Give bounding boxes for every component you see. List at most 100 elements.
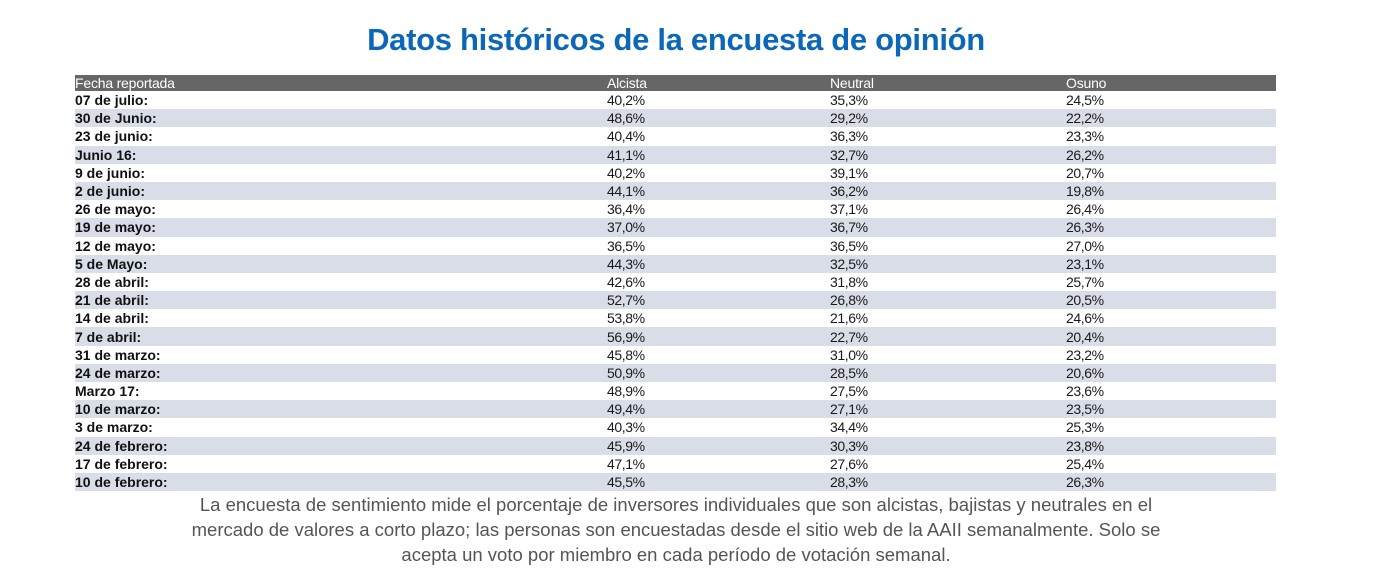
cell-date: 10 de marzo: [75, 400, 607, 419]
cell-date: Marzo 17: [75, 383, 140, 400]
page-title: Datos históricos de la encuesta de opini… [367, 22, 985, 57]
cell-alcista: 36,5% [607, 237, 645, 254]
cell-neutral: 28,3% [830, 472, 1066, 492]
cell-osuno: 23,6% [1066, 383, 1104, 400]
cell-alcista: 40,3% [607, 419, 645, 436]
cell-neutral: 35,3% [830, 92, 868, 109]
cell-osuno: 27,0% [1066, 237, 1104, 254]
cell-alcista: 45,5% [607, 472, 830, 492]
cell-osuno: 24,5% [1066, 92, 1104, 109]
description-line: mercado de valores a corto plazo; las pe… [191, 519, 1161, 540]
description-line: La encuesta de sentimiento mide el porce… [199, 494, 1153, 515]
sentiment-history-table: Fecha reportada Alcista Neutral Osuno 07… [75, 75, 1276, 492]
cell-osuno: 23,5% [1066, 400, 1276, 419]
cell-date: 7 de abril: [75, 327, 607, 346]
cell-alcista: 47,1% [607, 455, 645, 472]
cell-osuno: 22,2% [1066, 109, 1276, 128]
cell-neutral: 21,6% [830, 310, 868, 327]
cell-alcista: 44,3% [607, 254, 830, 273]
cell-osuno: 26,3% [1066, 472, 1276, 492]
cell-alcista: 50,9% [607, 363, 830, 382]
cell-date: 24 de febrero: [75, 436, 607, 455]
cell-neutral: 28,5% [830, 363, 1066, 382]
cell-osuno: 26,3% [1066, 218, 1276, 237]
cell-alcista: 45,8% [607, 346, 645, 363]
table-row: 31 de marzo: 45,8% 31,0% 23,2% [75, 346, 1276, 364]
cell-osuno: 25,4% [1066, 455, 1104, 472]
cell-date: 28 de abril: [75, 273, 149, 290]
table-row: 3 de marzo: 40,3% 34,4% 25,3% [75, 418, 1276, 436]
cell-osuno: 23,3% [1066, 128, 1104, 145]
cell-neutral: 27,5% [830, 383, 868, 400]
cell-date: 17 de febrero: [75, 455, 168, 472]
cell-neutral: 22,7% [830, 327, 1066, 346]
cell-alcista: 45,9% [607, 436, 830, 455]
table-row: 21 de abril: 52,7% 26,8% 20,5% [75, 291, 1276, 310]
table-row: 12 de mayo: 36,5% 36,5% 27,0% [75, 237, 1276, 255]
cell-alcista: 48,6% [607, 109, 830, 128]
cell-osuno: 26,4% [1066, 201, 1104, 218]
table-body: 07 de julio: 40,2% 35,3% 24,5% 30 de Junio: 4… [75, 91, 1276, 492]
table-row: 7 de abril: 56,9% 22,7% 20,4% [75, 327, 1276, 346]
table-row: 17 de febrero: 47,1% 27,6% 25,4% [75, 455, 1276, 473]
cell-neutral: 36,5% [830, 237, 868, 254]
cell-alcista: 40,2% [607, 164, 645, 181]
column-header-osuno: Osuno [1066, 75, 1276, 91]
cell-osuno: 20,6% [1066, 363, 1276, 382]
cell-alcista: 53,8% [607, 310, 645, 327]
cell-date: 31 de marzo: [75, 346, 161, 363]
column-header-neutral: Neutral [830, 75, 1066, 91]
cell-neutral: 36,7% [830, 218, 1066, 237]
cell-osuno: 25,7% [1066, 273, 1104, 290]
table-row: 30 de Junio: 48,6% 29,2% 22,2% [75, 109, 1276, 128]
table-row: 14 de abril: 53,8% 21,6% 24,6% [75, 309, 1276, 327]
description-line: acepta un voto por miembro en cada perío… [401, 544, 951, 565]
table-row: Marzo 17: 48,9% 27,5% 23,6% [75, 382, 1276, 400]
cell-neutral: 36,2% [830, 181, 1066, 201]
cell-alcista: 49,4% [607, 400, 830, 419]
cell-date: 9 de junio: [75, 164, 145, 181]
table-row: Junio 16: 41,1% 32,7% 26,2% [75, 145, 1276, 164]
cell-neutral: 32,5% [830, 254, 1066, 273]
cell-osuno: 26,2% [1066, 145, 1276, 164]
table-row: 28 de abril: 42,6% 31,8% 25,7% [75, 273, 1276, 291]
cell-alcista: 37,0% [607, 218, 830, 237]
survey-description: La encuesta de sentimiento mide el porce… [136, 492, 1216, 567]
column-header-alcista: Alcista [607, 75, 830, 91]
cell-osuno: 20,7% [1066, 164, 1104, 181]
cell-neutral: 36,3% [830, 128, 868, 145]
cell-osuno: 20,4% [1066, 327, 1276, 346]
table-row: 9 de junio: 40,2% 39,1% 20,7% [75, 164, 1276, 182]
cell-date: 19 de mayo: [75, 218, 607, 237]
cell-date: 23 de junio: [75, 128, 153, 145]
cell-alcista: 52,7% [607, 291, 830, 310]
cell-date: 2 de junio: [75, 181, 607, 201]
table-row: 07 de julio: 40,2% 35,3% 24,5% [75, 91, 1276, 109]
table-row: 2 de junio: 44,1% 36,2% 19,8% [75, 181, 1276, 201]
cell-osuno: 20,5% [1066, 291, 1276, 310]
cell-alcista: 48,9% [607, 383, 645, 400]
cell-date: Junio 16: [75, 145, 607, 164]
table-row: 23 de junio: 40,4% 36,3% 23,3% [75, 127, 1276, 145]
cell-alcista: 40,2% [607, 92, 645, 109]
cell-alcista: 44,1% [607, 181, 830, 201]
table-row: 10 de febrero: 45,5% 28,3% 26,3% [75, 472, 1276, 492]
cell-osuno: 23,8% [1066, 436, 1276, 455]
cell-neutral: 31,0% [830, 346, 868, 363]
cell-osuno: 19,8% [1066, 181, 1276, 201]
cell-alcista: 36,4% [607, 201, 645, 218]
cell-neutral: 26,8% [830, 291, 1066, 310]
cell-neutral: 29,2% [830, 109, 1066, 128]
cell-neutral: 27,6% [830, 455, 868, 472]
table-row: 10 de marzo: 49,4% 27,1% 23,5% [75, 400, 1276, 419]
table-row: 26 de mayo: 36,4% 37,1% 26,4% [75, 200, 1276, 218]
cell-date: 14 de abril: [75, 310, 149, 327]
cell-date: 21 de abril: [75, 291, 607, 310]
cell-neutral: 39,1% [830, 164, 868, 181]
cell-osuno: 23,2% [1066, 346, 1104, 363]
cell-date: 24 de marzo: [75, 363, 607, 382]
cell-date: 07 de julio: [75, 92, 149, 109]
table-row: 24 de febrero: 45,9% 30,3% 23,8% [75, 436, 1276, 455]
cell-alcista: 40,4% [607, 128, 645, 145]
cell-neutral: 34,4% [830, 419, 868, 436]
